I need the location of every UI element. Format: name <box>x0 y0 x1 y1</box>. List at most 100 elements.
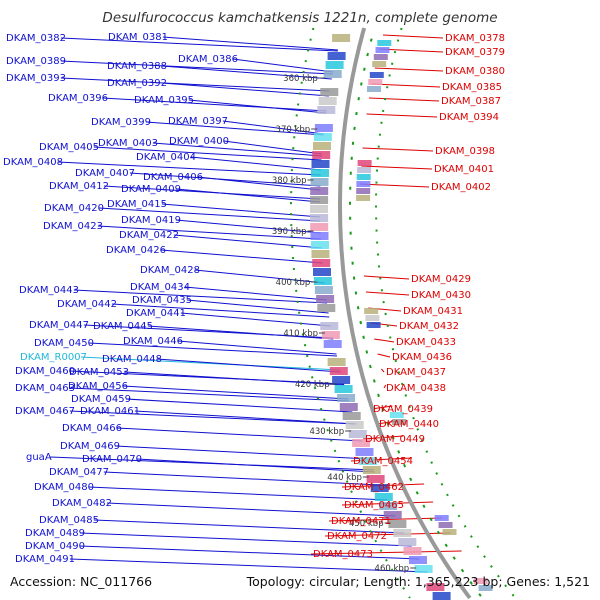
kbp-tick-label: 430 kbp <box>309 427 344 437</box>
reverse-shade-block <box>438 522 453 528</box>
gene-label-forward[interactable]: DKAM_0485 <box>39 515 99 526</box>
gene-label-forward[interactable]: DKAM_0395 <box>134 95 194 106</box>
gene-label-reverse[interactable]: DKAM_0380 <box>445 66 505 77</box>
gene-label-forward[interactable]: DKAM_0397 <box>168 116 228 127</box>
gene-label-reverse[interactable]: DKAM_0398 <box>435 146 495 157</box>
gene-label-forward[interactable]: DKAM_0426 <box>106 245 166 256</box>
gene-label-forward[interactable]: DKAM_0490 <box>25 541 85 552</box>
gene-label-reverse[interactable]: DKAM_0437 <box>386 367 446 378</box>
gene-label-forward[interactable]: DKAM_0447 <box>29 320 89 331</box>
gene-label-forward[interactable]: DKAM_R0007 <box>20 352 87 363</box>
gene-label-forward[interactable]: DKAM_0399 <box>91 117 151 128</box>
gene-label-forward[interactable]: DKAM_0389 <box>6 56 66 67</box>
gene-label-reverse[interactable]: DKAM_0401 <box>434 164 494 175</box>
gene-label-reverse[interactable]: DKAM_0394 <box>439 112 499 123</box>
gene-label-reverse[interactable]: DKAM_0440 <box>379 419 439 430</box>
gene-label-forward[interactable]: DKAM_0453 <box>69 367 129 378</box>
gene-label-forward[interactable]: DKAM_0461 <box>80 406 140 417</box>
gene-label-forward[interactable]: DKAM_0381 <box>108 32 168 43</box>
gene-label-reverse[interactable]: DKAM_0471 <box>331 516 391 527</box>
gene-label-reverse[interactable]: DKAM_0385 <box>442 82 502 93</box>
gene-label-forward[interactable]: DKAM_0388 <box>107 61 167 72</box>
leader-line-reverse <box>362 147 434 152</box>
gene-label-forward[interactable]: DKAM_0441 <box>126 308 186 319</box>
gene-label-reverse[interactable]: DKAM_0449 <box>365 434 425 445</box>
forward-shade-block <box>352 439 371 447</box>
kbp-tick-label: 400 kbp <box>276 278 311 288</box>
gene-label-forward[interactable]: DKAM_0445 <box>93 321 153 332</box>
forward-shade-block <box>313 277 332 285</box>
gene-label-forward[interactable]: DKAM_0409 <box>121 184 181 195</box>
gene-label-forward[interactable]: DKAM_0463 <box>15 383 75 394</box>
gene-label-forward[interactable]: DKAM_0420 <box>44 203 104 214</box>
gene-label-reverse[interactable]: DKAM_0429 <box>411 274 471 285</box>
gene-label-forward[interactable]: DKAM_0459 <box>71 394 131 405</box>
leader-line-forward <box>97 225 321 240</box>
leader-line-forward <box>93 146 322 161</box>
gene-label-forward[interactable]: DKAM_0419 <box>121 215 181 226</box>
gene-label-forward[interactable]: DKAM_0466 <box>62 423 122 434</box>
gene-label-reverse[interactable]: DKAM_0387 <box>441 96 501 107</box>
gene-label-forward[interactable]: DKAM_0456 <box>68 381 128 392</box>
gene-label-forward[interactable]: DKAM_0423 <box>43 221 103 232</box>
gene-label-reverse[interactable]: DKAM_0433 <box>396 337 456 348</box>
gene-label-reverse[interactable]: DKAM_0430 <box>411 290 471 301</box>
gene-label-forward[interactable]: DKAM_0491 <box>15 554 75 565</box>
gene-label-forward[interactable]: DKAM_0412 <box>49 181 109 192</box>
forward-shade-block <box>316 295 335 303</box>
gene-label-forward[interactable]: DKAM_0460 <box>15 366 75 377</box>
kbp-tick-label: 370 kbp <box>276 125 311 135</box>
gene-label-forward[interactable]: DKAM_0434 <box>130 282 190 293</box>
gene-label-reverse[interactable]: DKAM_0432 <box>399 321 459 332</box>
gene-label-forward[interactable]: DKAM_0396 <box>48 93 108 104</box>
gene-label-forward[interactable]: DKAM_0469 <box>60 441 120 452</box>
gene-label-forward[interactable]: DKAM_0428 <box>140 265 200 276</box>
forward-shade-block <box>348 430 367 438</box>
gene-label-reverse[interactable]: DKAM_0402 <box>431 182 491 193</box>
gene-label-forward[interactable]: DKAM_0386 <box>178 54 238 65</box>
gene-label-forward[interactable]: DKAM_0448 <box>102 354 162 365</box>
gene-label-reverse[interactable]: DKAM_0472 <box>327 531 387 542</box>
gene-label-forward[interactable]: DKAM_0422 <box>119 230 179 241</box>
gene-label-forward[interactable]: DKAM_0489 <box>25 528 85 539</box>
gene-label-reverse[interactable]: DKAM_0473 <box>313 549 373 560</box>
gene-label-reverse[interactable]: DKAM_0379 <box>445 47 505 58</box>
leader-line-forward <box>194 269 325 284</box>
gene-label-forward[interactable]: guaA <box>26 452 52 463</box>
gene-label-forward[interactable]: DKAM_0435 <box>132 295 192 306</box>
gene-label-forward[interactable]: DKAM_0467 <box>15 406 75 417</box>
gene-label-forward[interactable]: DKAM_0382 <box>6 33 66 44</box>
gene-label-reverse[interactable]: DKAM_0462 <box>344 482 404 493</box>
gene-label-forward[interactable]: DKAM_0477 <box>49 467 109 478</box>
gene-label-forward[interactable]: DKAM_0404 <box>136 152 196 163</box>
gene-label-reverse[interactable]: DKAM_0431 <box>403 306 463 317</box>
gene-label-reverse[interactable]: DKAM_0378 <box>445 33 505 44</box>
gene-label-reverse[interactable]: DKAM_0438 <box>386 383 446 394</box>
gene-label-reverse[interactable]: DKAM_0465 <box>344 500 404 511</box>
gene-label-forward[interactable]: DKAM_0408 <box>3 157 63 168</box>
gene-label-forward[interactable]: DKAM_0400 <box>169 136 229 147</box>
gene-label-reverse[interactable]: DKAM_0454 <box>353 456 413 467</box>
gene-label-forward[interactable]: DKAM_0403 <box>98 138 158 149</box>
forward-shade-block <box>313 133 332 141</box>
gene-label-forward[interactable]: DKAM_0443 <box>19 285 79 296</box>
gene-label-forward[interactable]: DKAM_0415 <box>107 199 167 210</box>
forward-shade-block <box>310 187 329 195</box>
gene-label-reverse[interactable]: DKAM_0436 <box>392 352 452 363</box>
gene-label-forward[interactable]: DKAM_0480 <box>34 482 94 493</box>
leader-line-forward <box>122 385 349 400</box>
gene-label-forward[interactable]: DKAM_0407 <box>75 168 135 179</box>
gene-label-forward[interactable]: DKAM_0392 <box>107 78 167 89</box>
gene-label-forward[interactable]: DKAM_0450 <box>34 338 94 349</box>
gene-label-forward[interactable]: DKAM_0406 <box>143 172 203 183</box>
gene-label-forward[interactable]: DKAM_0470 <box>82 454 142 465</box>
gene-label-forward[interactable]: DKAM_0442 <box>57 299 117 310</box>
leader-line-reverse <box>374 67 444 72</box>
gene-label-forward[interactable]: DKAM_0405 <box>39 142 99 153</box>
gene-label-forward[interactable]: DKAM_0393 <box>6 73 66 84</box>
gene-label-forward[interactable]: DKAM_0482 <box>52 498 112 509</box>
leader-line-forward <box>60 60 333 75</box>
leader-line-reverse <box>382 34 444 39</box>
gene-label-reverse[interactable]: DKAM_0439 <box>373 404 433 415</box>
gene-label-forward[interactable]: DKAM_0446 <box>123 336 183 347</box>
